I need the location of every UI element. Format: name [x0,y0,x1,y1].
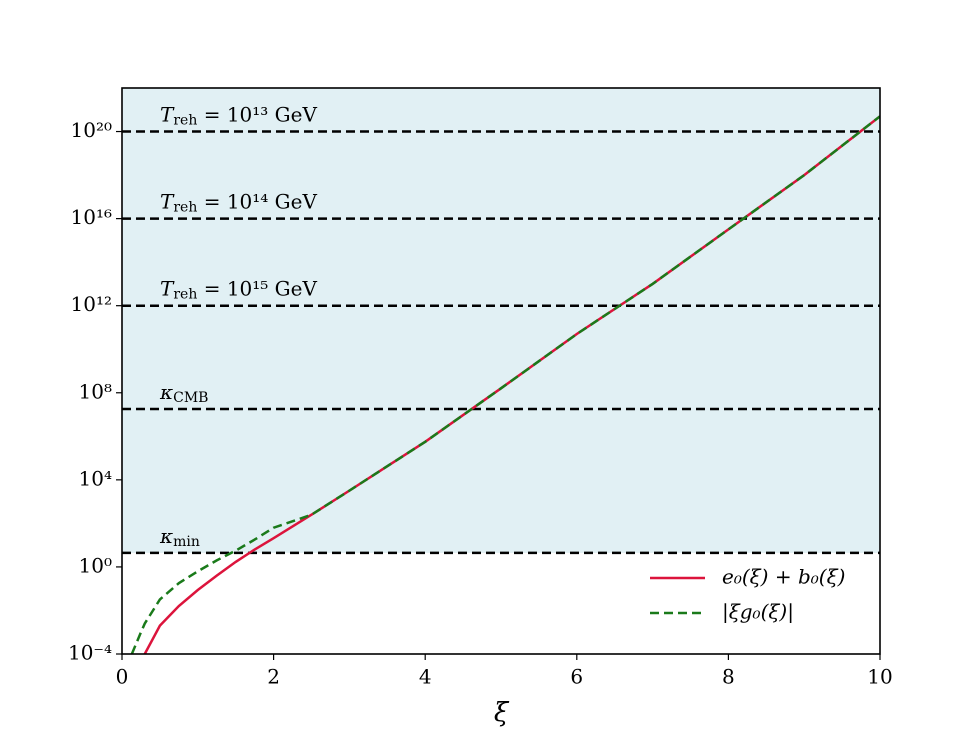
label-symbol: T [160,102,175,126]
x-tick-label: 6 [570,665,583,689]
label-subscript: CMB [173,390,208,406]
x-tick-label: 4 [419,665,432,689]
label-subscript: min [173,534,200,550]
y-tick-label: 10⁰ [79,553,112,577]
y-tick-label: 10¹⁶ [71,205,112,229]
shaded-region [122,88,880,553]
reference-label: κmin [159,523,200,550]
label-text: = 10¹⁴ GeV [197,189,317,213]
y-tick-label: 10¹² [71,292,112,316]
label-symbol: κ [159,523,173,547]
legend-label: e₀(ξ) + b₀(ξ) [722,565,845,589]
legend-label: |ξg₀(ξ)| [722,600,794,625]
label-subscript: reh [173,113,197,129]
y-tick-label: 10⁴ [79,466,112,490]
series-line [130,115,880,654]
label-text: = 10¹³ GeV [197,102,317,126]
y-tick-label: 10⁸ [79,379,112,403]
label-symbol: T [160,189,175,213]
x-axis-label: ξ [494,698,510,728]
label-symbol: T [160,276,175,300]
y-tick-label: 10²⁰ [71,118,112,142]
series-group [130,115,880,654]
x-tick-label: 2 [267,665,280,689]
reference-label: Treh = 10¹⁴ GeV [160,189,317,216]
y-tick-label: 10⁻⁴ [68,641,112,665]
reference-label: Treh = 10¹³ GeV [160,102,317,128]
x-tick-label: 8 [722,665,735,689]
x-tick-label: 0 [116,665,129,689]
reference-label: Treh = 10¹⁵ GeV [160,276,317,303]
plot-frame [121,87,881,655]
label-subscript: reh [173,200,197,216]
x-tick-label: 10 [867,665,892,689]
label-text: = 10¹⁵ GeV [197,276,317,300]
label-subscript: reh [173,287,197,303]
label-symbol: κ [159,379,173,403]
reference-label: κCMB [159,379,208,406]
